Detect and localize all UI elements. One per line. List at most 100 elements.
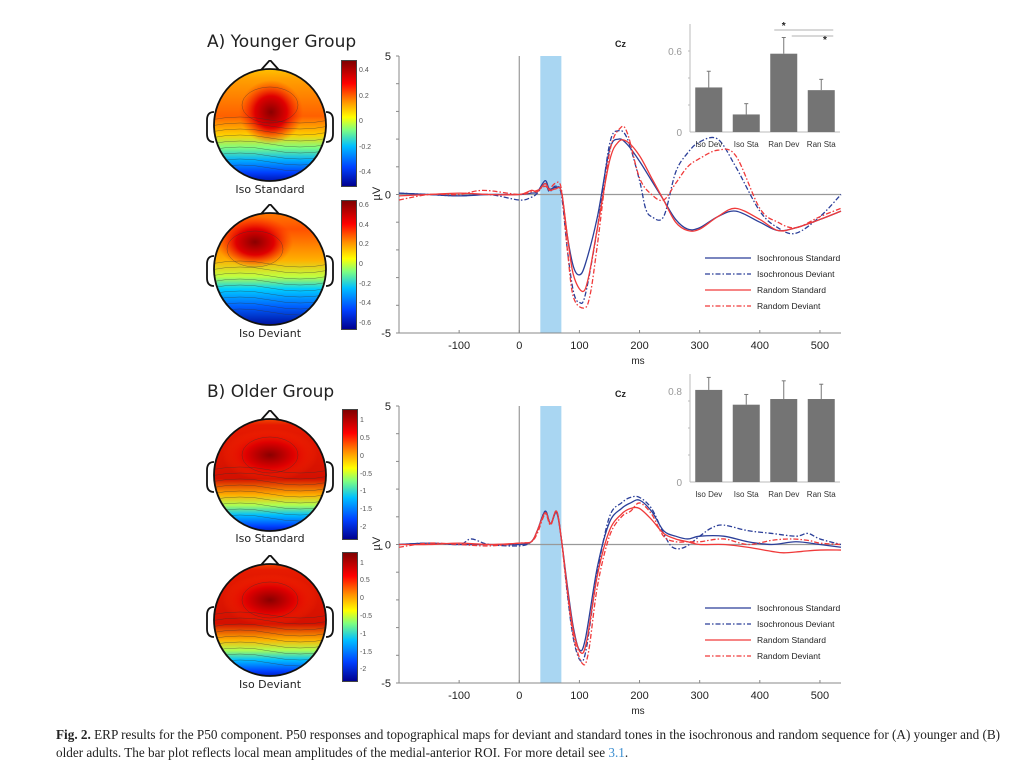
inset-bar (695, 87, 723, 132)
contour-line (214, 611, 326, 619)
inset-category-label: Iso Dev (695, 490, 722, 499)
y-tick-label: -5 (381, 678, 391, 690)
topomap-label: Iso Standard (235, 183, 305, 196)
series-isochronous-deviant (398, 129, 842, 305)
colorbar-tick-label: -1 (360, 488, 367, 496)
x-tick-label: 200 (630, 690, 648, 702)
colorbar-tick-label: 1 (360, 559, 364, 567)
contour-line (214, 152, 326, 160)
x-tick-label: 300 (691, 340, 709, 352)
x-tick-label: 500 (811, 690, 829, 702)
colorbar-tick-label: 0.5 (360, 577, 370, 585)
inset-category-label: Ran Sta (807, 490, 836, 499)
topomap-label: Iso Standard (235, 532, 305, 545)
scalp-map (214, 564, 326, 676)
inset-category-label: Iso Dev (695, 140, 722, 149)
colorbar-tick-label: -0.2 (359, 280, 372, 288)
topomap-older-iso-standard (206, 410, 334, 532)
topomap-label: Iso Deviant (238, 678, 302, 691)
contour-line (214, 490, 326, 498)
colorbar: 0.6 0.4 0.2 0 -0.2 -0.4 -0.6 (341, 200, 371, 330)
contour-line (214, 629, 326, 637)
contour-line (214, 296, 326, 304)
topomap-younger-iso-deviant (206, 204, 334, 326)
contour-line (214, 116, 326, 124)
x-tick-label: 100 (570, 340, 588, 352)
left-ear-icon (206, 606, 215, 638)
head-outline (213, 418, 327, 532)
colorbar-tick-label: -1.5 (360, 648, 373, 656)
contour-line (214, 122, 326, 130)
contour-line (241, 436, 299, 474)
inset-category-label: Ran Dev (768, 490, 799, 499)
inset-category-label: Ran Sta (807, 140, 836, 149)
caption-text: ERP results for the P50 component. P50 r… (56, 727, 1001, 760)
x-tick-label: 400 (751, 340, 769, 352)
panel-a-title: A) Younger Group (207, 32, 357, 52)
colorbar-tick-label: 0.6 (359, 201, 369, 209)
inset-y-tick-label: 0 (676, 478, 682, 489)
contour-line (214, 617, 326, 625)
x-axis-label: ms (631, 706, 644, 715)
electrode-label: Cz (615, 389, 626, 399)
y-tick-label: 5 (385, 51, 391, 63)
contour-line (226, 230, 284, 268)
x-tick-label: 200 (630, 340, 648, 352)
x-tick-label: 100 (570, 690, 588, 702)
right-ear-icon (325, 461, 334, 493)
electrode-label: Cz (615, 39, 626, 49)
y-tick-label: 0 (385, 540, 391, 552)
contour-line (214, 140, 326, 148)
colorbar-tick-label: -0.2 (359, 143, 372, 151)
significance-marker: * (823, 35, 827, 46)
section-link[interactable]: 3.1 (608, 745, 625, 760)
x-tick-label: 500 (811, 340, 829, 352)
colorbar-tick-label: 0.2 (359, 241, 369, 249)
colorbar-tick-label: 0 (360, 452, 364, 460)
y-axis-label: µV (371, 186, 383, 200)
legend-label: Isochronous Standard (757, 603, 840, 613)
inset-bar (732, 404, 760, 482)
legend-label: Random Deviant (757, 651, 821, 661)
y-tick-label: 0 (385, 190, 391, 202)
colorbar: 1 0.5 0 -0.5 -1 -1.5 -2 (342, 409, 372, 540)
head-outline (213, 563, 327, 677)
left-ear-icon (206, 255, 215, 287)
colorbar-tick-label: 0.4 (359, 67, 369, 75)
contour-line (214, 647, 326, 655)
y-axis-label: µV (371, 536, 383, 550)
x-axis-label: ms (631, 356, 644, 365)
topomap-older-iso-deviant (206, 555, 334, 677)
right-ear-icon (325, 111, 334, 143)
x-tick-label: 0 (516, 340, 522, 352)
colorbar-tick-label: -2 (360, 524, 367, 532)
series-random-deviant (398, 502, 842, 666)
colorbar-tick-label: -0.4 (359, 169, 372, 177)
contour-line (214, 502, 326, 510)
caption-label: Fig. 2. (56, 727, 91, 742)
nose-icon (260, 204, 280, 215)
x-tick-label: -100 (448, 690, 470, 702)
colorbar-tick-label: 0 (359, 118, 363, 126)
nose-icon (260, 555, 280, 566)
caption-end: . (624, 745, 629, 760)
x-tick-label: 400 (751, 690, 769, 702)
colorbar-tick-label: -0.5 (360, 613, 373, 620)
peak-region (239, 80, 303, 144)
contour-line (214, 290, 326, 298)
inset-category-label: Iso Sta (734, 490, 759, 499)
colorbar-tick-label: -0.4 (359, 300, 372, 308)
contour-line (214, 284, 326, 292)
colorbar-tick-label: 0 (360, 595, 364, 603)
nose-icon (260, 60, 280, 71)
figure-caption: Fig. 2. ERP results for the P50 componen… (56, 726, 1016, 762)
contour-line (214, 466, 326, 474)
legend-label: Random Deviant (757, 301, 821, 311)
x-tick-label: 0 (516, 690, 522, 702)
peak-region (217, 216, 293, 268)
colorbar-tick-label: 0.2 (359, 92, 369, 100)
inset-bar (807, 399, 835, 482)
contour-line (214, 146, 326, 154)
colorbar-tick-label: 0.4 (359, 221, 369, 229)
contour-line (214, 484, 326, 492)
